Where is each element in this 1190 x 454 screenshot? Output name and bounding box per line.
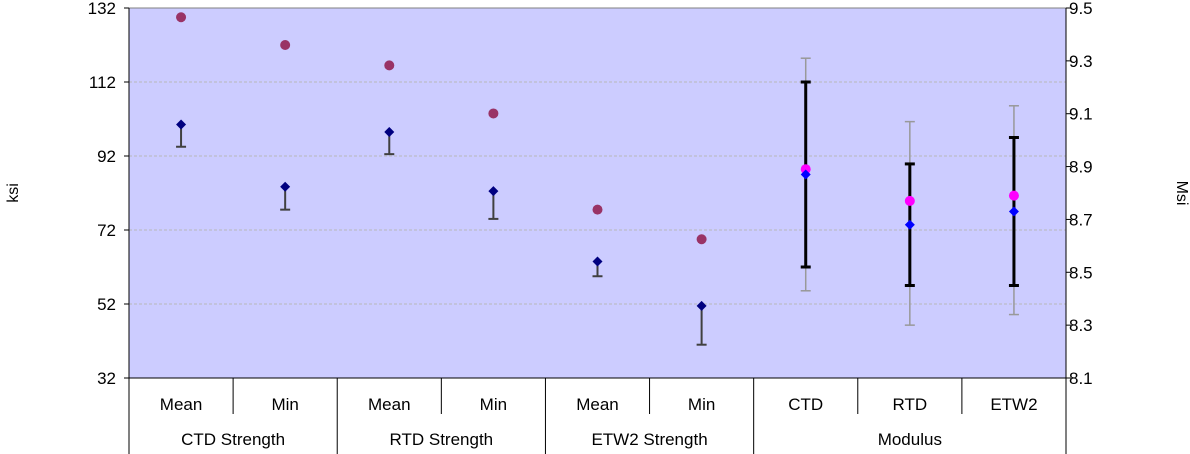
category-label: Min <box>480 395 507 414</box>
category-label: Mean <box>576 395 619 414</box>
group-label: RTD Strength <box>390 430 494 449</box>
right-tick-label: 8.9 <box>1069 158 1093 177</box>
circle-marker <box>696 234 707 245</box>
left-tick-label: 32 <box>97 369 116 388</box>
right-tick-label: 8.1 <box>1069 369 1093 388</box>
category-label: Min <box>688 395 715 414</box>
diamond-marker <box>904 219 915 230</box>
diamond-marker <box>280 181 291 192</box>
group-label: Modulus <box>878 430 942 449</box>
modulus-circle-marker <box>1008 190 1019 201</box>
category-axis: Mean Min Mean Min Mean Min CTD RTD ETW2 CTD Stren… <box>128 377 1067 454</box>
right-tick-label: 9.5 <box>1069 0 1093 18</box>
right-tick-label: 9.1 <box>1069 105 1093 124</box>
diamond-marker <box>1008 206 1019 217</box>
left-tick-label: 112 <box>89 73 116 92</box>
diamond-marker <box>384 126 395 137</box>
modulus-circle-marker <box>800 164 811 175</box>
category-label: RTD <box>893 395 928 414</box>
diamond-marker <box>592 256 603 267</box>
category-label: ETW2 <box>990 395 1037 414</box>
circle-marker <box>592 204 603 215</box>
left-tick-label: 92 <box>97 147 116 166</box>
category-label: Mean <box>368 395 411 414</box>
category-label: CTD <box>788 395 823 414</box>
left-tick-label: 132 <box>88 0 116 18</box>
right-axis: 8.1 8.3 8.5 8.7 8.9 9.1 9.3 9.5 <box>1065 0 1093 388</box>
left-axis: 32 52 72 92 112 132 <box>88 0 130 388</box>
left-axis-title: ksi <box>5 183 22 203</box>
left-tick-label: 72 <box>97 221 116 240</box>
circle-marker <box>176 12 187 23</box>
plot-area <box>128 7 1067 379</box>
right-axis-title: Msi <box>1173 181 1190 206</box>
diamond-marker <box>488 186 499 197</box>
diamond-marker <box>696 300 707 311</box>
left-tick-label: 52 <box>97 295 116 314</box>
right-tick-label: 9.3 <box>1069 52 1093 71</box>
diamond-marker <box>176 119 187 130</box>
circle-marker <box>384 60 395 71</box>
right-tick-label: 8.7 <box>1069 210 1093 229</box>
group-label: CTD Strength <box>181 430 285 449</box>
category-label: Min <box>271 395 298 414</box>
data-marks <box>176 12 1019 346</box>
right-tick-label: 8.3 <box>1069 316 1093 335</box>
diamond-marker <box>800 169 811 180</box>
circle-marker <box>280 40 291 50</box>
category-label: Mean <box>160 395 203 414</box>
circle-marker <box>488 108 499 119</box>
group-label: ETW2 Strength <box>591 430 707 449</box>
right-tick-label: 8.5 <box>1069 263 1093 282</box>
modulus-circle-marker <box>904 195 915 206</box>
